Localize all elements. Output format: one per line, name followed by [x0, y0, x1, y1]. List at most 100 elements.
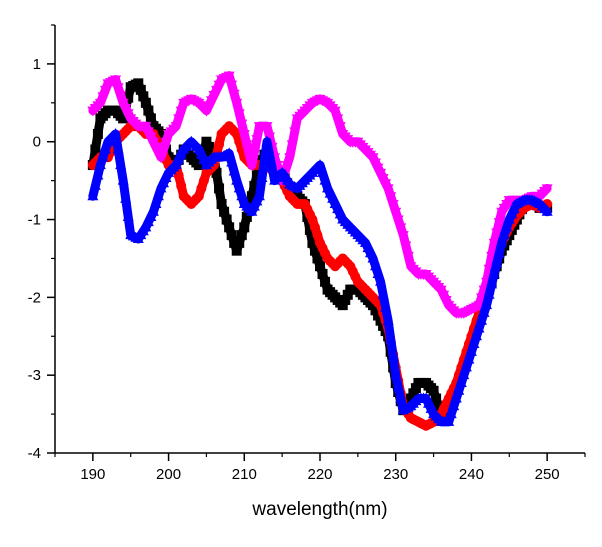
data-point	[97, 151, 109, 162]
data-point	[375, 168, 387, 179]
data-point	[92, 128, 103, 139]
data-point	[219, 206, 230, 217]
data-point	[488, 268, 500, 279]
data-point	[156, 128, 166, 139]
data-point	[382, 314, 394, 325]
data-point	[248, 148, 260, 159]
data-point	[251, 170, 262, 181]
data-point	[367, 153, 379, 164]
data-point	[309, 245, 320, 256]
data-point	[315, 261, 325, 272]
data-point	[142, 216, 154, 227]
data-point	[431, 393, 442, 404]
data-point	[140, 122, 152, 133]
data-point	[142, 127, 154, 138]
axes: 190 200 210 220 230 240 250 1 0 -1 -2 -3 -4	[28, 24, 586, 483]
data-point	[428, 385, 439, 396]
data-point	[405, 393, 416, 404]
data-point	[248, 200, 260, 211]
data-point	[145, 210, 157, 221]
series-layer	[87, 71, 553, 431]
data-point	[367, 252, 379, 263]
data-point	[92, 169, 104, 180]
x-axis-title: wavelength(nm)	[251, 499, 387, 520]
data-point	[410, 383, 421, 394]
data-point	[261, 135, 273, 146]
data-point	[498, 229, 510, 240]
data-point	[387, 199, 399, 210]
x-ticks: 190 200 210 220 230 240 250	[54, 453, 586, 483]
series-4	[87, 127, 553, 427]
data-point	[89, 179, 101, 190]
data-point	[329, 106, 341, 117]
data-point	[465, 345, 477, 356]
data-point	[198, 144, 209, 155]
y-tick-label: 0	[33, 134, 41, 151]
data-point	[438, 290, 450, 301]
data-point	[307, 237, 318, 248]
data-point	[486, 278, 498, 289]
data-point	[115, 91, 127, 102]
data-point	[397, 231, 409, 242]
data-point	[155, 153, 167, 164]
data-point	[455, 376, 467, 387]
data-point	[246, 205, 258, 216]
data-point	[249, 180, 260, 191]
data-point	[309, 222, 320, 233]
data-point	[332, 114, 344, 125]
x-tick-label: 220	[307, 466, 332, 483]
data-point	[468, 338, 480, 349]
data-point	[216, 198, 227, 209]
data-point	[90, 144, 101, 155]
data-point	[234, 237, 245, 248]
data-point	[460, 361, 472, 372]
data-point	[372, 268, 384, 279]
data-point	[123, 92, 134, 103]
data-point	[463, 353, 475, 364]
data-point	[117, 98, 129, 109]
data-point	[337, 300, 348, 311]
data-point	[481, 299, 493, 310]
data-point	[392, 215, 404, 226]
data-point	[214, 183, 225, 194]
data-point	[375, 275, 387, 286]
data-point	[147, 205, 159, 216]
data-point	[140, 221, 152, 232]
data-point	[99, 143, 111, 154]
data-point	[473, 301, 485, 312]
data-point	[176, 180, 187, 191]
data-point	[228, 89, 240, 100]
data-point	[284, 153, 296, 164]
data-point	[238, 129, 250, 140]
data-point	[445, 408, 457, 419]
data-point	[110, 127, 122, 138]
y-ticks: 1 0 -1 -2 -3 -4	[28, 24, 55, 462]
data-point	[175, 106, 187, 117]
data-point	[196, 183, 207, 194]
data-point	[266, 161, 278, 172]
plot-area	[87, 71, 553, 431]
data-point	[395, 392, 407, 403]
data-point	[453, 384, 465, 395]
data-point	[138, 91, 149, 102]
data-point	[94, 159, 106, 170]
series-3	[87, 71, 553, 319]
data-point	[198, 175, 209, 186]
data-point	[233, 182, 245, 193]
data-point	[112, 143, 124, 154]
data-point	[380, 301, 392, 312]
x-tick-label: 230	[383, 466, 408, 483]
data-point	[236, 230, 247, 241]
data-point	[251, 195, 263, 206]
data-point	[155, 182, 167, 193]
data-point	[385, 332, 397, 343]
data-point	[246, 161, 258, 172]
data-point	[226, 230, 237, 241]
data-point	[390, 207, 402, 218]
data-point	[160, 172, 172, 183]
data-point	[483, 288, 495, 299]
data-point	[258, 153, 270, 164]
data-point	[450, 392, 462, 403]
x-tick-label: 240	[459, 466, 484, 483]
y-tick-label: -3	[28, 367, 41, 384]
